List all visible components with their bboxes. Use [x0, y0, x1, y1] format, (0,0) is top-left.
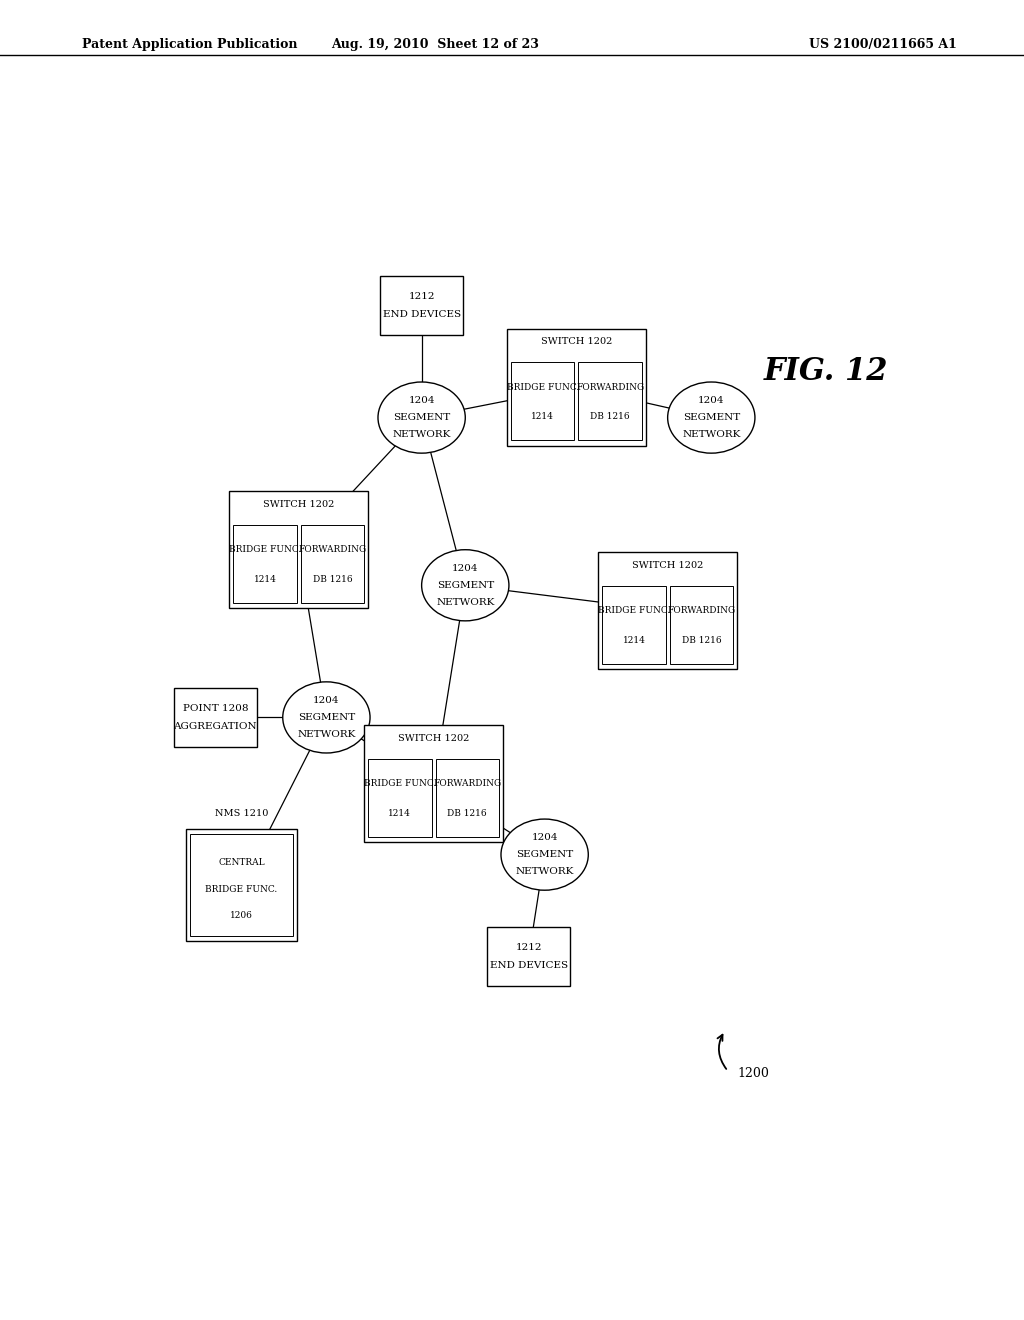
Text: DB 1216: DB 1216: [447, 809, 487, 818]
Text: DB 1216: DB 1216: [682, 636, 721, 645]
Text: 1200: 1200: [737, 1067, 769, 1080]
Text: BRIDGE FUNC.: BRIDGE FUNC.: [364, 779, 436, 788]
Text: POINT 1208: POINT 1208: [182, 704, 248, 713]
Text: 1204: 1204: [452, 564, 478, 573]
Text: BRIDGE FUNC.: BRIDGE FUNC.: [228, 545, 301, 554]
FancyBboxPatch shape: [598, 552, 737, 669]
Text: SWITCH 1202: SWITCH 1202: [632, 561, 703, 570]
Text: FIG. 12: FIG. 12: [764, 356, 889, 387]
FancyBboxPatch shape: [301, 525, 365, 603]
Text: 1212: 1212: [409, 292, 435, 301]
Text: SEGMENT: SEGMENT: [393, 413, 451, 422]
Text: 1204: 1204: [698, 396, 725, 405]
Text: Aug. 19, 2010  Sheet 12 of 23: Aug. 19, 2010 Sheet 12 of 23: [331, 38, 540, 51]
Text: FORWARDING: FORWARDING: [433, 779, 502, 788]
FancyBboxPatch shape: [380, 276, 463, 335]
Text: 1206: 1206: [230, 911, 253, 920]
FancyBboxPatch shape: [368, 759, 431, 837]
Text: END DEVICES: END DEVICES: [383, 310, 461, 319]
Text: DB 1216: DB 1216: [590, 412, 630, 421]
Text: US 2100/0211665 A1: US 2100/0211665 A1: [809, 38, 956, 51]
Text: FORWARDING: FORWARDING: [298, 545, 367, 554]
Text: 1204: 1204: [531, 833, 558, 842]
Text: FORWARDING: FORWARDING: [575, 383, 644, 392]
Text: SEGMENT: SEGMENT: [436, 581, 494, 590]
Text: END DEVICES: END DEVICES: [489, 961, 568, 970]
Text: 1214: 1214: [388, 809, 412, 818]
Text: NETWORK: NETWORK: [297, 730, 355, 739]
FancyBboxPatch shape: [186, 829, 297, 941]
Text: 1204: 1204: [313, 696, 340, 705]
Text: FORWARDING: FORWARDING: [668, 606, 735, 615]
Text: SEGMENT: SEGMENT: [683, 413, 740, 422]
Text: 1214: 1214: [531, 412, 554, 421]
Ellipse shape: [501, 818, 589, 890]
Text: AGGREGATION: AGGREGATION: [173, 722, 257, 731]
Text: NETWORK: NETWORK: [436, 598, 495, 607]
Text: 1204: 1204: [409, 396, 435, 405]
Text: SWITCH 1202: SWITCH 1202: [263, 500, 334, 510]
Text: SEGMENT: SEGMENT: [516, 850, 573, 859]
FancyBboxPatch shape: [435, 759, 499, 837]
FancyBboxPatch shape: [507, 329, 646, 446]
FancyBboxPatch shape: [602, 586, 666, 664]
FancyBboxPatch shape: [365, 725, 503, 842]
Text: Patent Application Publication: Patent Application Publication: [82, 38, 297, 51]
Text: BRIDGE FUNC.: BRIDGE FUNC.: [206, 884, 278, 894]
Text: NETWORK: NETWORK: [682, 430, 740, 440]
FancyBboxPatch shape: [174, 688, 257, 747]
Text: BRIDGE FUNC.: BRIDGE FUNC.: [598, 606, 670, 615]
Text: NETWORK: NETWORK: [392, 430, 451, 440]
FancyBboxPatch shape: [487, 927, 570, 986]
FancyBboxPatch shape: [233, 525, 297, 603]
Text: SWITCH 1202: SWITCH 1202: [398, 734, 469, 743]
Text: 1214: 1214: [254, 576, 276, 583]
Text: BRIDGE FUNC.: BRIDGE FUNC.: [507, 383, 579, 392]
Text: DB 1216: DB 1216: [312, 576, 352, 583]
Text: SWITCH 1202: SWITCH 1202: [541, 338, 612, 346]
FancyBboxPatch shape: [189, 834, 293, 936]
Text: SEGMENT: SEGMENT: [298, 713, 355, 722]
FancyBboxPatch shape: [579, 362, 642, 441]
Text: CENTRAL: CENTRAL: [218, 858, 265, 867]
Text: NETWORK: NETWORK: [515, 867, 573, 876]
Ellipse shape: [283, 682, 370, 752]
FancyBboxPatch shape: [229, 491, 368, 609]
Text: 1214: 1214: [623, 636, 645, 645]
FancyBboxPatch shape: [670, 586, 733, 664]
Ellipse shape: [378, 381, 465, 453]
Text: NMS 1210: NMS 1210: [215, 809, 268, 818]
Ellipse shape: [422, 549, 509, 620]
Ellipse shape: [668, 381, 755, 453]
FancyBboxPatch shape: [511, 362, 574, 441]
Text: 1212: 1212: [515, 942, 542, 952]
